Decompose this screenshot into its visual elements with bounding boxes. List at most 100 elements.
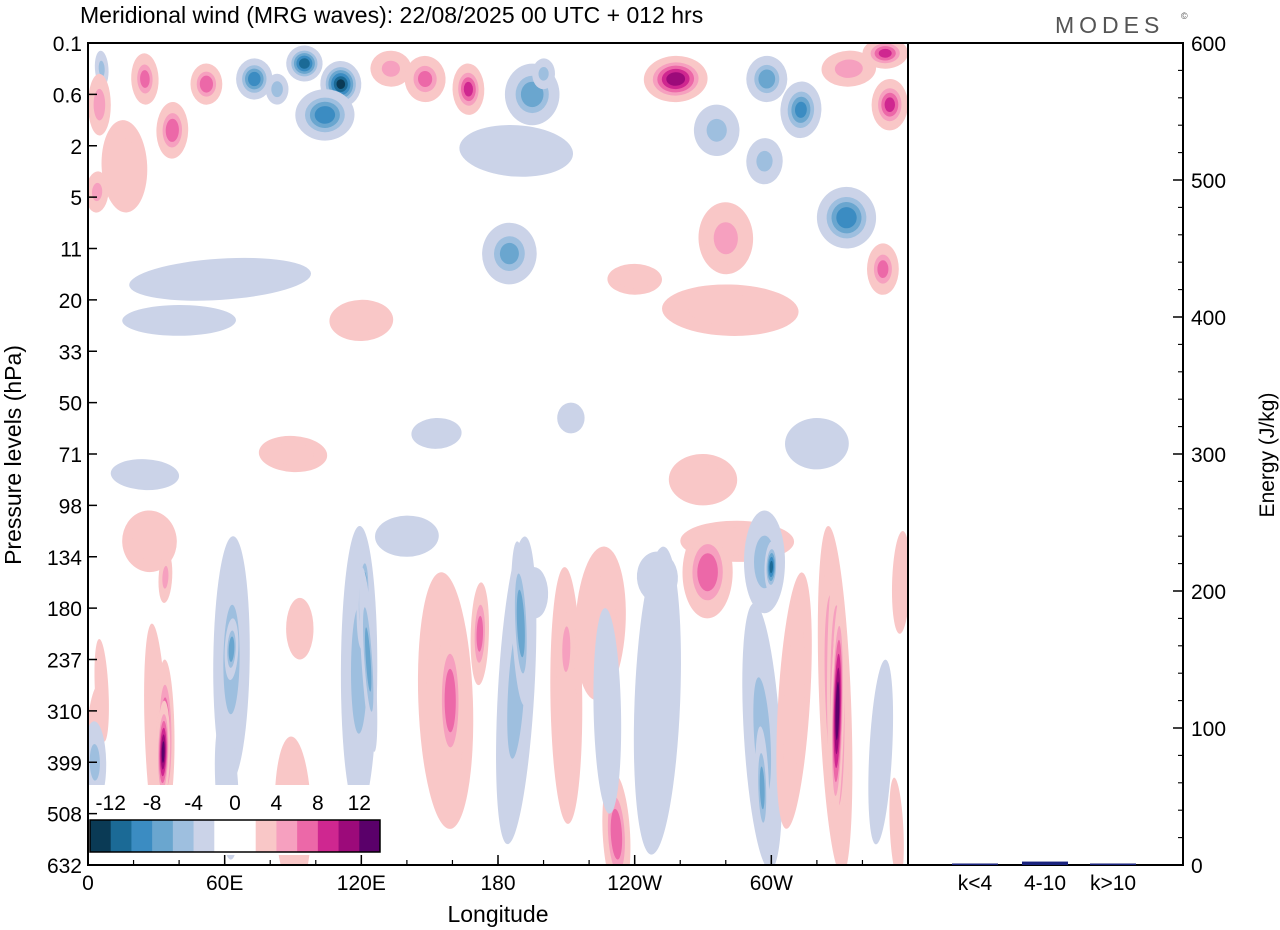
colorbar-swatch: [359, 820, 380, 852]
y-tick-label: 0.1: [53, 33, 82, 56]
x-tick-label: 60W: [750, 872, 793, 895]
y-axis-label: Pressure levels (hPa): [0, 345, 26, 565]
contour-band: [96, 655, 107, 726]
energy-category-label: 4-10: [1024, 872, 1066, 895]
contour-feature-62: [436, 623, 464, 778]
contour-band: [868, 659, 894, 845]
contour-band: [122, 304, 236, 336]
colorbar-swatch: [235, 820, 257, 852]
contour-band: [557, 402, 585, 434]
energy-tick-label: 200: [1191, 581, 1226, 604]
contour-band: [892, 797, 902, 861]
contour-band: [381, 60, 400, 77]
contour-feature-6: [190, 63, 223, 105]
contour-feature-17: [459, 125, 574, 177]
colorbar-swatch: [276, 820, 298, 852]
contour-band: [633, 546, 681, 855]
contour-feature-45: [286, 597, 314, 660]
contour-band: [562, 626, 571, 672]
contour-feature-7: [236, 58, 273, 100]
contour-feature-11: [265, 73, 289, 105]
contour-feature-2: [88, 73, 111, 136]
contour-feature-38: [110, 459, 180, 491]
contour-band: [878, 48, 892, 58]
contour-band: [884, 97, 896, 112]
contour-band: [877, 260, 889, 278]
contour-feature-75: [744, 510, 785, 614]
colorbar-label: 12: [348, 792, 371, 815]
y-tick-label: 632: [47, 855, 82, 878]
contour-band: [697, 553, 718, 592]
energy-bar: [952, 863, 998, 865]
contour-feature-28: [866, 243, 899, 295]
brand-mark: ©: [1181, 11, 1188, 21]
x-axis-label: Longitude: [447, 901, 548, 927]
contour-feature-77: [776, 572, 812, 829]
contour-band: [836, 207, 857, 229]
contour-band: [272, 442, 314, 466]
contour-feature-80: [830, 597, 845, 824]
contour-feature-4: [88, 171, 109, 213]
y-tick-label: 134: [47, 547, 82, 570]
contour-band: [713, 222, 738, 255]
energy-category-label: k<4: [958, 872, 993, 895]
contour-band: [895, 550, 907, 614]
y-tick-label: 2: [70, 136, 82, 159]
energy-tick-label: 600: [1191, 33, 1226, 56]
contour-feature-29: [482, 222, 537, 285]
contour-band: [93, 88, 106, 121]
contour-feature-36: [785, 417, 849, 470]
contour-feature-72: [633, 546, 681, 855]
y-tick-label: 237: [47, 650, 82, 673]
y-tick-label: 98: [59, 495, 82, 518]
colorbar-swatch: [172, 820, 195, 852]
contour-band: [140, 70, 150, 88]
y-tick-label: 20: [59, 290, 82, 313]
contour-band: [499, 242, 519, 265]
contour-feature-23: [862, 43, 908, 69]
contour-band: [758, 69, 776, 89]
colorbar-label: -8: [143, 792, 162, 815]
contour-band: [341, 307, 381, 334]
contour-band: [129, 257, 312, 301]
contour-band: [161, 741, 165, 763]
energy-tick-label: 500: [1191, 170, 1226, 193]
contour-feature-55: [224, 618, 239, 680]
contour-feature-8: [286, 45, 323, 82]
contour-feature-35: [411, 417, 462, 449]
contour-feature-84: [607, 263, 662, 295]
contour-feature-19: [693, 104, 740, 156]
colorbar-frame: [89, 819, 381, 853]
contour-band: [336, 79, 346, 89]
contour-band: [417, 71, 433, 87]
colorbar-label: -12: [96, 792, 126, 815]
brand-logo: MODES: [1055, 12, 1164, 38]
contour-band: [291, 609, 309, 648]
contour-feature-67: [557, 597, 576, 701]
contour-feature-1: [131, 53, 159, 105]
contour-feature-52: [94, 638, 109, 742]
contour-band: [132, 522, 167, 561]
contour-band: [165, 118, 179, 142]
colorbar-swatch: [152, 820, 174, 852]
colorbar-swatch: [338, 820, 360, 852]
contour-feature-12: [370, 50, 412, 87]
contour-band: [769, 560, 774, 574]
x-tick-label: 60E: [206, 872, 243, 895]
contour-band: [314, 106, 336, 124]
energy-tick-label: 0: [1191, 855, 1203, 878]
contour-band: [110, 137, 139, 195]
contour-feature-24: [871, 79, 908, 131]
colorbar-swatch: [214, 820, 236, 852]
contour-band: [271, 81, 283, 98]
colorbar-swatch: [131, 820, 153, 852]
colorbar-label: 8: [312, 792, 324, 815]
energy-tick-label: 300: [1191, 444, 1226, 467]
contour-band: [666, 72, 686, 86]
contour-feature-16: [532, 58, 556, 90]
contour-feature-60: [359, 567, 378, 752]
y-tick-label: 508: [47, 804, 82, 827]
contour-feature-76: [764, 541, 779, 593]
contour-feature-32: [122, 304, 236, 336]
